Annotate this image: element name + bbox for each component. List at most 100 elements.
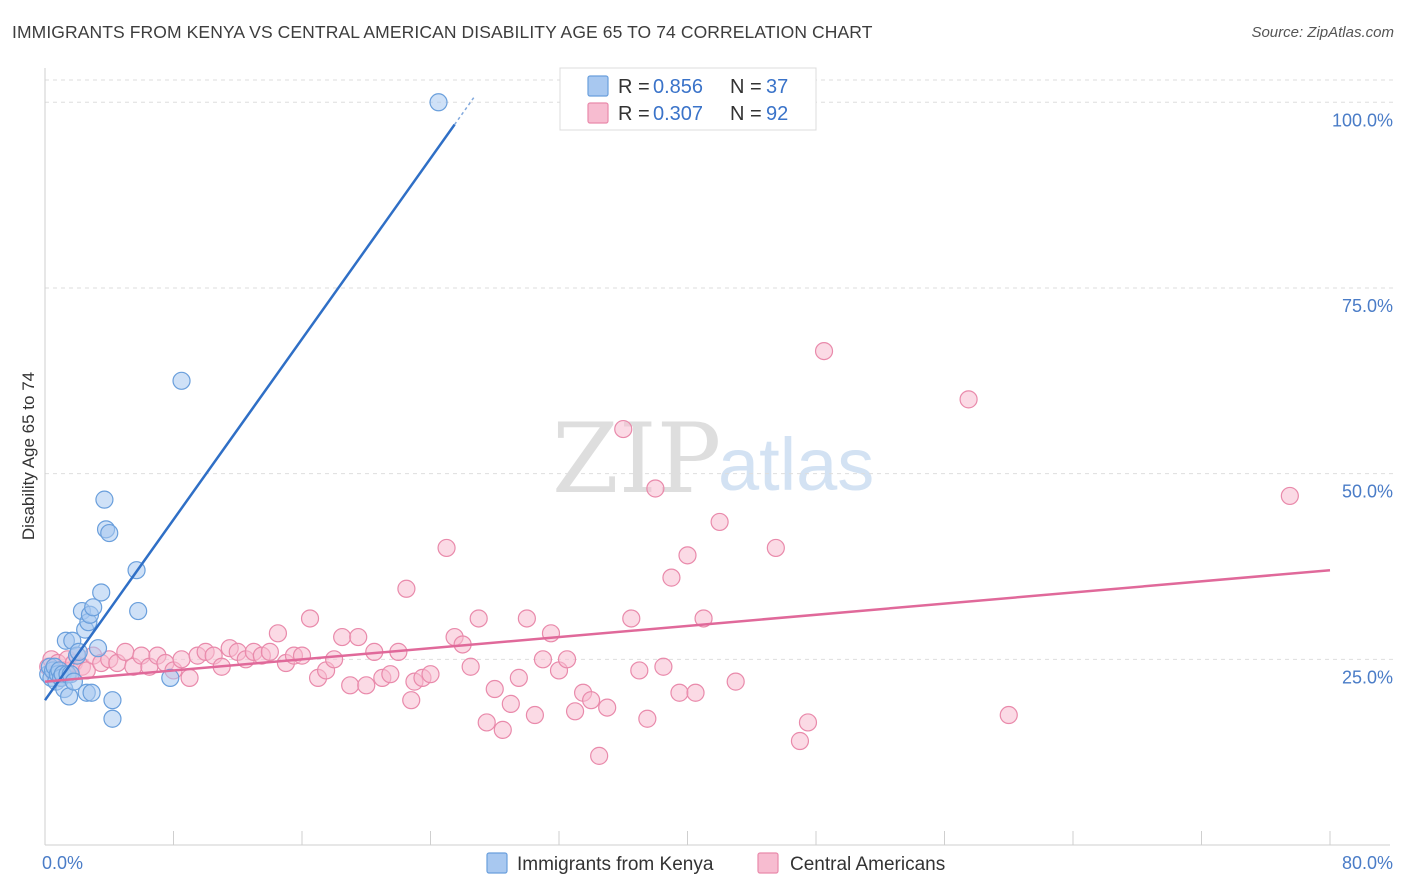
point-central-americans [646, 479, 665, 498]
x-tick-label-min: 0.0% [42, 853, 83, 873]
point-central-americans [268, 624, 288, 643]
y-tick-label: 50.0% [1342, 482, 1393, 502]
point-central-americans [485, 679, 504, 699]
point-central-americans [790, 731, 810, 751]
point-central-americans [726, 672, 745, 691]
point-immigrants-from-kenya [161, 668, 180, 687]
point-central-americans [325, 650, 344, 669]
point-immigrants-from-kenya [129, 601, 148, 621]
top-legend-r-label-central: R = [618, 103, 650, 125]
trend-line-central [44, 568, 1331, 683]
top-legend-swatch-central [587, 102, 609, 124]
point-central-americans [300, 609, 320, 628]
point-immigrants-from-kenya [103, 691, 122, 710]
point-central-americans [694, 609, 713, 628]
point-central-americans [397, 579, 416, 598]
point-central-americans [357, 676, 376, 695]
x-axis-ticks [44, 831, 1331, 845]
chart-title: IMMIGRANTS FROM KENYA VS CENTRAL AMERICA… [12, 22, 873, 42]
point-immigrants-from-kenya [100, 523, 119, 543]
y-tick-label: 100.0% [1332, 110, 1393, 130]
point-immigrants-from-kenya [172, 371, 191, 390]
point-immigrants-from-kenya [429, 93, 448, 112]
top-legend-swatch-kenya [587, 75, 609, 97]
point-central-americans [260, 642, 279, 661]
point-central-americans [402, 691, 421, 710]
y-tick-label: 25.0% [1342, 667, 1393, 687]
point-immigrants-from-kenya [95, 490, 114, 509]
trend-lines [43, 97, 1331, 701]
bottom-legend-swatch-kenya [486, 852, 508, 874]
gridlines [45, 79, 1395, 660]
point-immigrants-from-kenya [84, 598, 103, 617]
bottom-legend: Immigrants from Kenya Central Americans [486, 852, 945, 875]
point-central-americans [565, 702, 585, 721]
point-central-americans [461, 657, 480, 676]
point-central-americans [381, 665, 400, 684]
point-immigrants-from-kenya [103, 709, 122, 728]
point-central-americans [1280, 486, 1299, 506]
top-legend-r-value-central: 0.307 [653, 103, 703, 125]
point-central-americans [670, 683, 689, 702]
point-central-americans [630, 661, 649, 680]
point-central-americans [814, 341, 834, 361]
top-legend-n-label-kenya: N = [730, 76, 762, 98]
point-central-americans [598, 698, 617, 717]
point-central-americans [590, 746, 609, 765]
point-central-americans [172, 650, 191, 669]
top-legend-n-value-kenya: 37 [766, 76, 788, 98]
bottom-legend-label-central: Central Americans [790, 854, 945, 875]
point-immigrants-from-kenya [64, 672, 84, 691]
point-central-americans [710, 512, 729, 532]
top-legend-n-label-central: N = [730, 103, 762, 125]
point-central-americans [533, 650, 553, 669]
point-central-americans [477, 713, 496, 732]
point-immigrants-from-kenya [88, 639, 108, 658]
bottom-legend-label-kenya: Immigrants from Kenya [517, 854, 714, 875]
watermark-atlas: atlas [718, 423, 874, 506]
source-credit: Source: ZipAtlas.com [1251, 24, 1394, 41]
point-central-americans [349, 627, 368, 647]
point-central-americans [638, 709, 657, 728]
top-legend: R = 0.856 N = 37 R = 0.307 N = 92 [559, 67, 817, 131]
top-legend-r-value-kenya: 0.856 [653, 76, 703, 98]
point-central-americans [557, 650, 577, 669]
point-central-americans [509, 668, 528, 687]
point-immigrants-from-kenya [92, 583, 111, 602]
series-immigrants-from-kenya [39, 93, 448, 728]
point-central-americans [662, 568, 681, 587]
top-legend-n-value-central: 92 [766, 103, 788, 125]
point-central-americans [493, 720, 512, 739]
top-legend-r-label-kenya: R = [618, 76, 650, 98]
y-tick-labels: 25.0% 50.0% 75.0% 100.0% [1332, 110, 1393, 687]
point-central-americans [622, 609, 641, 628]
point-central-americans [525, 705, 545, 725]
point-central-americans [614, 419, 633, 439]
point-central-americans [517, 609, 536, 628]
point-central-americans [678, 546, 697, 565]
x-tick-label-max: 80.0% [1342, 853, 1393, 873]
y-tick-label: 75.0% [1342, 296, 1393, 316]
point-immigrants-from-kenya [82, 683, 101, 702]
point-central-americans [686, 683, 705, 702]
point-central-americans [341, 676, 360, 695]
point-central-americans [292, 646, 312, 665]
point-central-americans [437, 538, 456, 558]
point-central-americans [501, 694, 520, 713]
point-central-americans [798, 713, 818, 732]
point-central-americans [469, 609, 488, 628]
point-central-americans [333, 627, 352, 647]
trend-line-kenya [43, 123, 456, 701]
point-central-americans [116, 642, 135, 661]
point-central-americans [654, 657, 673, 676]
trend-line-kenya-extension [453, 97, 475, 125]
point-central-americans [766, 538, 785, 558]
point-central-americans [582, 691, 601, 710]
point-central-americans [180, 668, 199, 687]
y-axis-label: Disability Age 65 to 74 [19, 372, 38, 540]
point-central-americans [959, 390, 978, 409]
point-central-americans [999, 705, 1018, 725]
point-central-americans [421, 665, 440, 684]
bottom-legend-swatch-central [757, 852, 779, 874]
